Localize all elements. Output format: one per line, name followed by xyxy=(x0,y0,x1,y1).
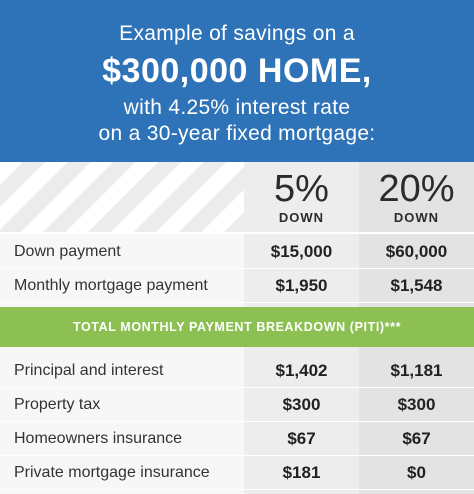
row-label: Down payment xyxy=(14,243,121,260)
row-label: Principal and interest xyxy=(14,362,164,379)
header-line-1: Example of savings on a xyxy=(119,22,355,45)
header-line-4: on a 30-year fixed mortgage: xyxy=(98,122,376,145)
piti-breakdown-banner: TOTAL MONTHLY PAYMENT BREAKDOWN (PITI)**… xyxy=(0,307,474,347)
label-column-background xyxy=(0,232,244,494)
row-value-20-percent: $0 xyxy=(407,463,426,482)
column-5-percent-down-label: DOWN xyxy=(278,210,325,225)
row-label: Homeowners insurance xyxy=(14,430,183,447)
row-label: Monthly mortgage payment xyxy=(14,277,208,294)
row-label: Property tax xyxy=(14,396,101,413)
row-value-20-percent: $1,181 xyxy=(390,361,443,380)
row-value-5-percent: $67 xyxy=(287,429,316,448)
row-value-5-percent: $181 xyxy=(282,463,321,482)
table-row: Private mortgage insurance $181 $0 xyxy=(0,456,474,490)
header-banner: Example of savings on a $300,000 HOME, w… xyxy=(0,0,474,162)
row-value-20-percent: $1,548 xyxy=(390,276,443,295)
table-row: Principal and interest $1,402 $1,181 xyxy=(0,354,474,388)
column-20-percent-down-label: DOWN xyxy=(393,210,440,225)
row-value-20-percent: $300 xyxy=(397,395,436,414)
table-row: Homeowners insurance $67 $67 xyxy=(0,422,474,456)
table-row: Property tax $300 $300 xyxy=(0,388,474,422)
column-5-percent-heading: 5% xyxy=(274,168,329,210)
row-value-5-percent: $1,950 xyxy=(275,276,328,295)
divider xyxy=(0,232,474,234)
striped-decoration xyxy=(0,162,244,232)
row-value-5-percent: $15,000 xyxy=(270,242,333,261)
row-value-20-percent: $67 xyxy=(402,429,431,448)
column-20-percent-heading: 20% xyxy=(378,168,455,210)
row-value-5-percent: $300 xyxy=(282,395,321,414)
table-row: Down payment $15,000 $60,000 xyxy=(0,235,474,269)
row-value-20-percent: $60,000 xyxy=(385,242,448,261)
table-row: Monthly mortgage payment $1,950 $1,548 xyxy=(0,269,474,303)
header-line-3: with 4.25% interest rate xyxy=(123,96,351,119)
row-label: Private mortgage insurance xyxy=(14,464,210,481)
header-title: $300,000 HOME, xyxy=(102,52,372,90)
row-value-5-percent: $1,402 xyxy=(275,361,328,380)
